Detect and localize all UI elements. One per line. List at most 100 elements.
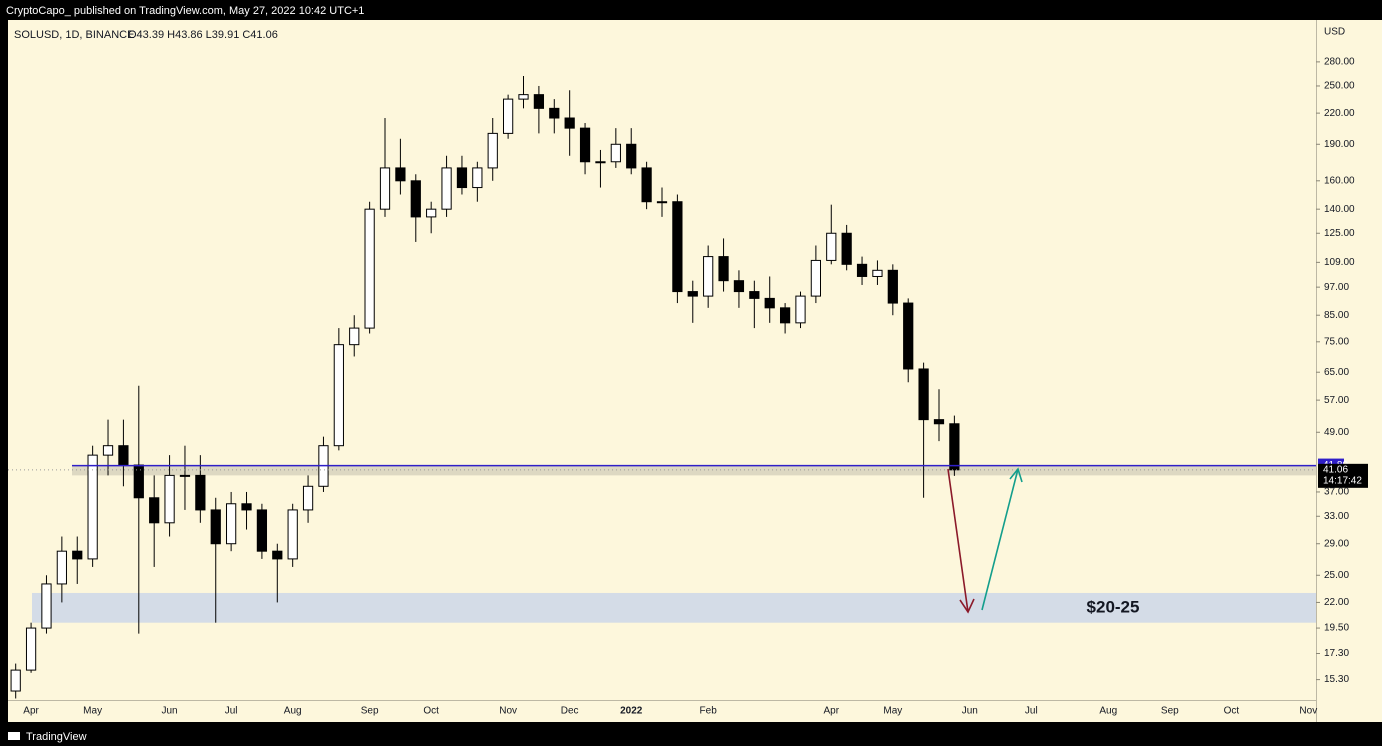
- x-tick-label: Sep: [361, 706, 379, 717]
- candle-body: [595, 161, 606, 164]
- y-tick-label: 65.00: [1324, 367, 1349, 378]
- candle-body: [949, 423, 960, 471]
- candle-body: [179, 474, 191, 477]
- candle-body: [102, 445, 114, 456]
- x-tick-label: Dec: [561, 706, 579, 717]
- candle-body: [441, 167, 452, 210]
- x-tick-label: Aug: [1099, 706, 1117, 717]
- candle-body: [641, 167, 652, 203]
- price-zone: [32, 592, 1316, 623]
- x-tick-label: Apr: [23, 706, 39, 717]
- y-tick-label: 37.00: [1324, 487, 1349, 498]
- candle-body: [364, 208, 375, 329]
- candle-body: [549, 107, 560, 119]
- candle-body: [333, 344, 344, 447]
- arrow-head: [1009, 467, 1023, 483]
- candle-body: [256, 509, 268, 552]
- candle-body: [426, 208, 437, 218]
- y-tick-label: 25.00: [1324, 570, 1349, 581]
- candle-body: [118, 445, 129, 466]
- candle-body: [918, 368, 929, 421]
- candle-body: [764, 297, 775, 309]
- candle-body: [872, 269, 883, 277]
- candle-body: [687, 291, 698, 297]
- candle-body: [25, 627, 37, 671]
- last-price-label: 41.06: [1323, 464, 1348, 475]
- candle-body: [810, 259, 821, 297]
- y-tick-label: 85.00: [1324, 310, 1349, 321]
- x-tick-label: May: [83, 706, 102, 717]
- x-tick-label: Jul: [225, 706, 238, 717]
- candle-body: [472, 167, 483, 189]
- price-zone: [72, 465, 1316, 476]
- x-tick-label: Oct: [423, 706, 439, 717]
- candle-body: [287, 509, 298, 560]
- y-tick-label: 57.00: [1324, 395, 1349, 406]
- y-tick-label: 33.00: [1324, 511, 1349, 522]
- candle-body: [856, 263, 868, 277]
- candle-body: [626, 143, 637, 169]
- candle-body: [164, 474, 175, 524]
- x-tick-label: Nov: [499, 706, 517, 717]
- y-tick-label: 125.00: [1324, 228, 1355, 239]
- x-tick-label: 2022: [620, 706, 643, 717]
- y-tick-label: 280.00: [1324, 57, 1355, 68]
- candle-body: [241, 503, 252, 511]
- candle-body: [349, 327, 360, 346]
- x-tick-label: Jul: [1025, 706, 1038, 717]
- y-tick-label: 22.00: [1324, 597, 1349, 608]
- candle-body: [779, 307, 791, 324]
- x-tick-label: Sep: [1161, 706, 1179, 717]
- currency: USD: [1324, 27, 1345, 38]
- candle-body: [226, 503, 237, 545]
- candle-body: [887, 269, 898, 304]
- candle-body: [749, 291, 760, 299]
- y-tick-label: 160.00: [1324, 175, 1355, 186]
- up-arrow: [981, 468, 1019, 611]
- y-tick-label: 220.00: [1324, 108, 1355, 119]
- y-tick-label: 19.50: [1324, 623, 1349, 634]
- candle-body: [703, 256, 714, 297]
- price-axis: [1317, 20, 1382, 722]
- y-tick-label: 109.00: [1324, 257, 1355, 268]
- y-tick-label: 140.00: [1324, 204, 1355, 215]
- y-tick-label: 29.00: [1324, 538, 1349, 549]
- countdown: 14:17:42: [1323, 475, 1362, 486]
- candle-body: [610, 143, 621, 163]
- candle-body: [379, 167, 391, 210]
- x-tick-label: Jun: [162, 706, 178, 717]
- candle-body: [841, 232, 852, 265]
- candle-body: [410, 180, 421, 218]
- candle-body: [72, 550, 83, 560]
- y-tick-label: 49.00: [1324, 427, 1349, 438]
- x-tick-label: Nov: [1299, 706, 1317, 717]
- y-tick-label: 75.00: [1324, 336, 1349, 347]
- candle-body: [56, 550, 67, 585]
- candle-body: [41, 583, 52, 629]
- candle-body: [795, 295, 806, 324]
- candle-body: [718, 256, 729, 282]
- candle-body: [210, 509, 221, 545]
- candle-body: [656, 201, 668, 204]
- x-tick-label: Oct: [1224, 706, 1240, 717]
- candle-body: [903, 302, 914, 370]
- y-tick-label: 190.00: [1324, 139, 1355, 150]
- candle-body: [933, 419, 945, 425]
- x-tick-label: Aug: [284, 706, 302, 717]
- candle-body: [395, 167, 406, 182]
- candle-body: [518, 94, 529, 100]
- x-tick-label: Jun: [962, 706, 978, 717]
- y-tick-label: 17.30: [1324, 648, 1349, 659]
- arrow-head: [959, 598, 975, 614]
- candle-body: [579, 127, 591, 163]
- x-tick-label: Apr: [823, 706, 839, 717]
- x-tick-label: Feb: [700, 706, 718, 717]
- candle-body: [533, 94, 545, 109]
- candle-body: [272, 550, 283, 560]
- candle-body: [672, 201, 683, 293]
- candle-body: [149, 497, 160, 524]
- candle-body: [10, 669, 21, 692]
- candle-body: [503, 98, 514, 134]
- candle-body: [564, 117, 575, 129]
- last-price-box: [1318, 463, 1368, 488]
